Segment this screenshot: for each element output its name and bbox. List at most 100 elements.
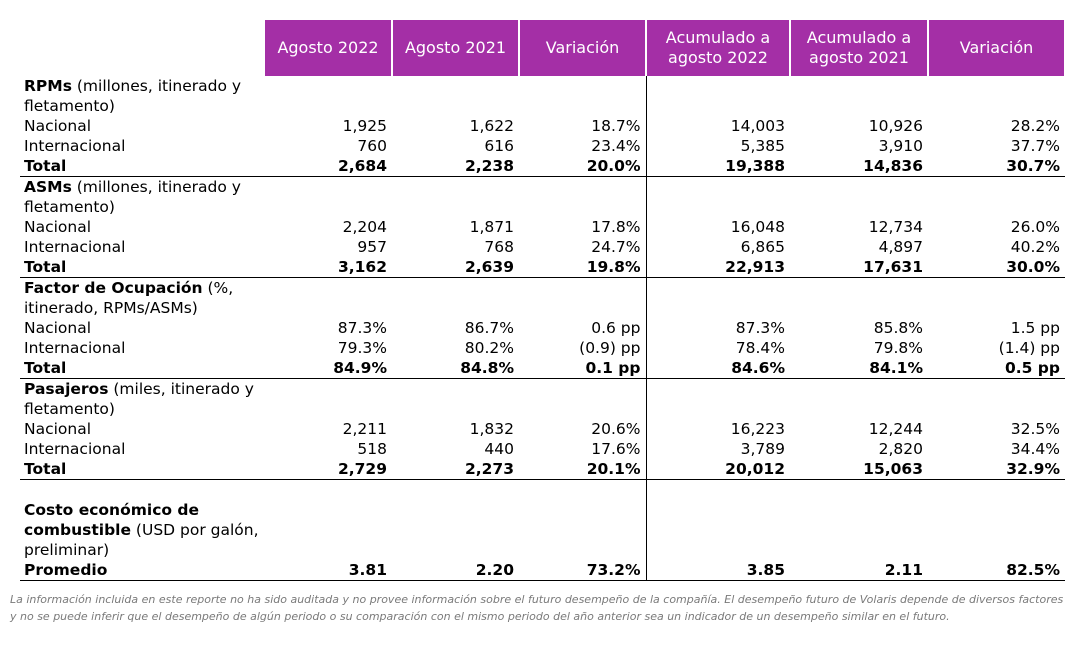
value-cell: 2,211 (342, 420, 387, 438)
row-label: Nacional (24, 117, 92, 135)
section-title-bold: Pasajeros (24, 380, 109, 398)
section-title-detail: (USD por galón, preliminar) (24, 521, 259, 559)
header-agosto-2022: Agosto 2022 (265, 20, 393, 76)
table-row: Internacional 518 440 17.6% 3,789 2,820 34.4% (20, 439, 1065, 459)
empty-cell (646, 278, 790, 319)
row-label: Total (20, 257, 265, 278)
section-title-detail: (%, itinerado, RPMs/ASMs) (24, 279, 234, 317)
empty-cell (646, 76, 790, 116)
empty-cell (392, 76, 519, 116)
value-cell: 86.7% (464, 319, 514, 337)
section-header-row: Pasajeros (miles, itinerado y fletamento… (20, 378, 1065, 420)
empty-cell (519, 378, 647, 419)
value-cell: 14,003 (730, 117, 785, 135)
value-cell: 84.9% (265, 358, 392, 379)
value-cell: 79.8% (873, 339, 923, 357)
empty-cell (928, 500, 1065, 560)
value-cell: 17.6% (519, 439, 647, 459)
value-cell: 2,273 (392, 459, 519, 480)
empty-cell (392, 177, 519, 218)
average-row: Promedio 3.81 2.20 73.2% 3.85 2.11 82.5% (20, 560, 1065, 581)
value-cell: 73.2% (519, 560, 647, 581)
value-cell: 32.9% (928, 459, 1065, 480)
value-cell: 20.1% (519, 459, 647, 480)
row-label: Promedio (20, 560, 265, 581)
value-cell: 1,622 (469, 117, 514, 135)
empty-cell (392, 278, 519, 319)
section-title: ASMs (millones, itinerado y fletamento) (20, 177, 265, 218)
section-title-bold: Costo económico de combustible (24, 501, 200, 539)
value-cell: 0.5 pp (928, 358, 1065, 379)
section-header-row: Factor de Ocupación (%, itinerado, RPMs/… (20, 277, 1065, 319)
total-row: Total 84.9% 84.8% 0.1 pp 84.6% 84.1% 0.5 pp (20, 358, 1065, 379)
empty-cell (928, 278, 1065, 319)
empty-cell (790, 379, 928, 420)
header-row: Agosto 2022 Agosto 2021 Variación Acumul… (20, 20, 1066, 76)
row-label: Internacional (24, 339, 126, 357)
value-cell: 23.4% (519, 136, 647, 156)
value-cell: 3,162 (265, 257, 392, 278)
value-cell: 34.4% (1010, 440, 1060, 458)
value-cell: 30.0% (928, 257, 1065, 278)
operating-stats-table: Agosto 2022 Agosto 2021 Variación Acumul… (20, 20, 1066, 581)
value-cell: 17,631 (790, 257, 928, 278)
row-label: Total (20, 358, 265, 379)
empty-cell (392, 379, 519, 420)
value-cell: 28.2% (1010, 117, 1060, 135)
value-cell: 2.11 (790, 560, 928, 581)
table-row: Internacional 957 768 24.7% 6,865 4,897 40.2% (20, 237, 1065, 257)
empty-cell (265, 177, 392, 218)
row-label: Internacional (24, 440, 126, 458)
empty-cell (646, 177, 790, 218)
value-cell: 616 (484, 137, 514, 155)
table-row: Internacional 760 616 23.4% 5,385 3,910 37.7% (20, 136, 1065, 156)
value-cell: 2,639 (392, 257, 519, 278)
value-cell: 4,897 (878, 238, 923, 256)
section-header-row: ASMs (millones, itinerado y fletamento) (20, 176, 1065, 218)
table-row: Nacional 2,204 1,871 17.8% 16,048 12,734 26.0% (20, 217, 1065, 237)
value-cell: 1,925 (342, 117, 387, 135)
empty-cell (519, 479, 647, 500)
empty-cell (20, 480, 265, 501)
row-label: Nacional (24, 218, 92, 236)
table-row: Nacional 87.3% 86.7% 0.6 pp 87.3% 85.8% 1.5 pp (20, 318, 1065, 338)
empty-cell (265, 480, 392, 501)
value-cell: 12,244 (868, 420, 923, 438)
value-cell: 15,063 (790, 459, 928, 480)
value-cell: 16,223 (730, 420, 785, 438)
value-cell: 2,729 (265, 459, 392, 480)
value-cell: 12,734 (868, 218, 923, 236)
value-cell: 85.8% (873, 319, 923, 337)
value-cell: 30.7% (928, 156, 1065, 177)
section-title-detail: (miles, itinerado y fletamento) (24, 380, 254, 418)
section-title: Costo económico de combustible (USD por … (20, 500, 265, 560)
header-acumulado-2021: Acumulado a agosto 2021 (790, 20, 929, 76)
table-row: Nacional 1,925 1,622 18.7% 14,003 10,926 28.2% (20, 116, 1065, 136)
value-cell: 20,012 (646, 459, 790, 480)
section-title-detail: (millones, itinerado y fletamento) (24, 77, 242, 115)
value-cell: 5,385 (740, 137, 785, 155)
value-cell: 3,910 (878, 137, 923, 155)
value-cell: 0.1 pp (519, 358, 647, 379)
row-label: Nacional (24, 420, 92, 438)
row-label: Internacional (24, 137, 126, 155)
empty-cell (928, 379, 1065, 420)
empty-cell (265, 76, 392, 116)
value-cell: 26.0% (1010, 218, 1060, 236)
empty-cell (646, 480, 790, 501)
value-cell: 84.8% (392, 358, 519, 379)
value-cell: 16,048 (730, 218, 785, 236)
value-cell: 22,913 (646, 257, 790, 278)
total-row: Total 2,684 2,238 20.0% 19,388 14,836 30.7% (20, 156, 1065, 177)
total-row: Total 3,162 2,639 19.8% 22,913 17,631 30.0% (20, 257, 1065, 278)
value-cell: 82.5% (928, 560, 1065, 581)
row-label: Nacional (24, 319, 92, 337)
empty-cell (928, 480, 1065, 501)
value-cell: 84.1% (790, 358, 928, 379)
table-row: Internacional 79.3% 80.2% (0.9) pp 78.4% 79.8… (20, 338, 1065, 358)
empty-cell (519, 76, 647, 116)
value-cell: 768 (484, 238, 514, 256)
value-cell: 957 (357, 238, 387, 256)
value-cell: 19,388 (646, 156, 790, 177)
empty-cell (519, 176, 647, 217)
